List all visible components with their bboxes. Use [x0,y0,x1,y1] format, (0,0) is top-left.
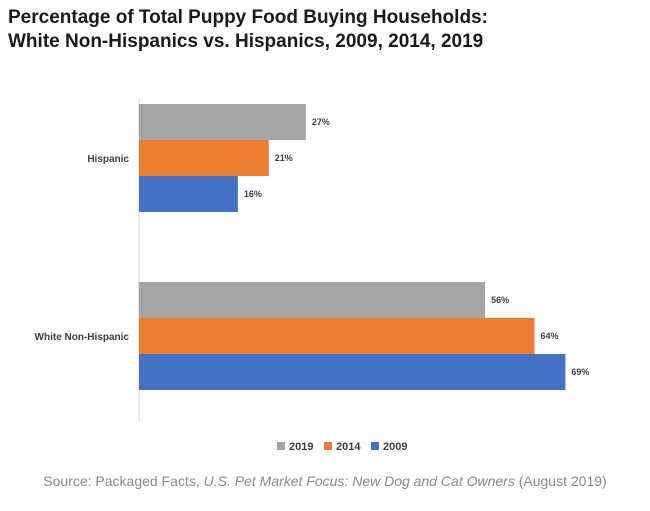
source-note: Source: Packaged Facts, U.S. Pet Market … [0,473,650,489]
bar-chart: Hispanic 27% 21% 16% White Non-Hispanic 56% 64… [35,98,589,453]
data-label-hispanic-2019: 27% [312,117,330,127]
bar-group: Hispanic 27% 21% 16% White Non-Hispanic 56% 64… [35,104,589,390]
bar-hispanic-2019 [139,104,306,140]
legend-label-2014: 2014 [336,441,361,453]
bar-hispanic-2009 [139,176,238,212]
source-prefix: Source: Packaged Facts, [43,473,204,489]
data-label-white-non-hispanic-2009: 69% [571,367,589,377]
legend-label-2019: 2019 [289,441,313,453]
chart-title-line-2: White Non-Hispanics vs. Hispanics, 2009,… [8,31,484,52]
source-publication: U.S. Pet Market Focus: New Dog and Cat O… [203,473,515,489]
bar-hispanic-2014 [139,140,269,176]
legend-swatch-2014 [324,442,332,450]
bar-white-non-hispanic-2009 [139,354,566,390]
chart-title: Percentage of Total Puppy Food Buying Ho… [8,6,648,54]
data-label-white-non-hispanic-2019: 56% [491,295,509,305]
legend: 2019 2014 2009 [277,441,407,453]
category-label-hispanic: Hispanic [87,154,129,165]
source-suffix: (August 2019) [514,473,607,489]
data-label-hispanic-2014: 21% [275,153,293,163]
bar-white-non-hispanic-2019 [139,282,486,318]
chart-title-line-1: Percentage of Total Puppy Food Buying Ho… [8,7,488,28]
bar-white-non-hispanic-2014 [139,318,535,354]
legend-swatch-2019 [277,442,285,450]
data-label-white-non-hispanic-2014: 64% [541,331,559,341]
legend-label-2009: 2009 [383,441,407,453]
data-label-hispanic-2009: 16% [244,189,262,199]
legend-swatch-2009 [371,442,379,450]
category-label-white-non-hispanic: White Non-Hispanic [35,332,130,343]
